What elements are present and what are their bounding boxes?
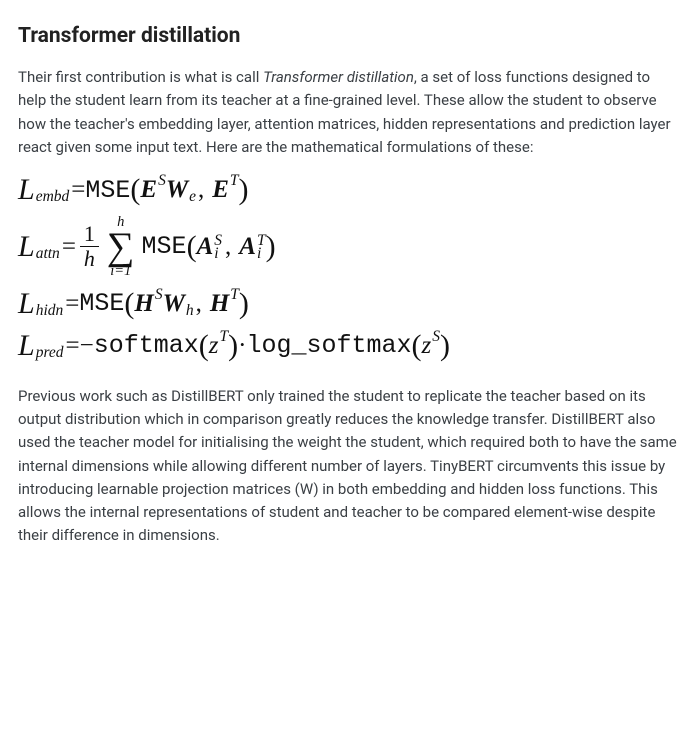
equation-hidn: Lhidn = MSE ( HS Wh , HT ) [18, 287, 682, 321]
sup-T: T [230, 286, 239, 304]
rparen: ) [228, 329, 238, 363]
sup-S: S [155, 286, 163, 304]
rparen: ) [440, 329, 450, 363]
sym-L: L [18, 230, 35, 264]
equation-attn: Lattn = 1 h h ∑ i=1 MSE ( A S i , A T i … [18, 215, 682, 279]
rparen: ) [239, 287, 249, 321]
sym-H: H [134, 290, 153, 318]
sym-L: L [18, 329, 35, 363]
comma: , [225, 233, 231, 261]
sup-T: T [220, 328, 229, 346]
fraction-1-over-h: 1 h [80, 222, 99, 271]
fn-mse: MSE [142, 232, 187, 261]
equation-embd: Lembd = MSE ( ES We , ET ) [18, 173, 682, 207]
eq-sign: = [66, 332, 80, 360]
sub-i: i [214, 248, 222, 260]
sym-L: L [18, 287, 35, 321]
dot-op: · [238, 332, 246, 360]
sum-bottom: i=1 [110, 264, 131, 279]
sub-pred: pred [36, 344, 64, 362]
minus-sign: − [80, 332, 94, 360]
fn-mse: MSE [85, 176, 130, 205]
closing-paragraph: Previous work such as DistillBERT only t… [18, 385, 682, 548]
sup-S: S [432, 328, 440, 346]
sigma-icon: ∑ [107, 230, 135, 265]
fn-mse: MSE [79, 289, 124, 318]
lparen: ( [130, 173, 140, 207]
section-heading: Transformer distillation [18, 24, 682, 48]
sym-A: A [197, 233, 214, 261]
sub-e: e [189, 188, 196, 206]
term-transformer-distillation: Transformer distillation [263, 68, 414, 86]
sym-A2: A [239, 233, 256, 261]
summation: h ∑ i=1 [107, 215, 135, 279]
lparen: ( [199, 329, 209, 363]
lparen: ( [412, 329, 422, 363]
sym-L: L [18, 173, 35, 207]
comma: , [198, 176, 204, 204]
eq-sign: = [65, 290, 79, 318]
subsup-iS: S i [214, 235, 222, 260]
intro-paragraph: Their first contribution is what is call… [18, 66, 682, 159]
sym-W: W [163, 290, 185, 318]
sym-E2: E [212, 176, 229, 204]
equations-block: Lembd = MSE ( ES We , ET ) Lattn = 1 h h… [18, 173, 682, 363]
eq-sign: = [71, 176, 85, 204]
frac-den: h [80, 247, 99, 271]
comma: , [196, 290, 202, 318]
rparen: ) [239, 173, 249, 207]
sup-S: S [158, 172, 166, 190]
sub-i: i [257, 248, 266, 260]
sub-h: h [186, 302, 194, 320]
sym-z: z [209, 332, 219, 360]
subsup-iT: T i [257, 235, 266, 260]
lparen: ( [187, 230, 197, 264]
intro-text-a: Their first contribution is what is call [18, 68, 263, 86]
sub-hidn: hidn [36, 302, 64, 320]
frac-num: 1 [80, 222, 99, 247]
equation-pred: Lpred = − softmax ( zT ) · log_softmax (… [18, 329, 682, 363]
sym-z2: z [422, 332, 432, 360]
sup-T: T [230, 172, 239, 190]
lparen: ( [124, 287, 134, 321]
sub-embd: embd [36, 188, 70, 206]
eq-sign: = [62, 233, 76, 261]
fn-log-softmax: log_softmax [246, 331, 411, 360]
sym-E: E [140, 176, 157, 204]
rparen: ) [266, 230, 276, 264]
sub-attn: attn [36, 245, 60, 263]
fn-softmax: softmax [94, 331, 199, 360]
sym-W: W [166, 176, 188, 204]
sym-H2: H [210, 290, 229, 318]
